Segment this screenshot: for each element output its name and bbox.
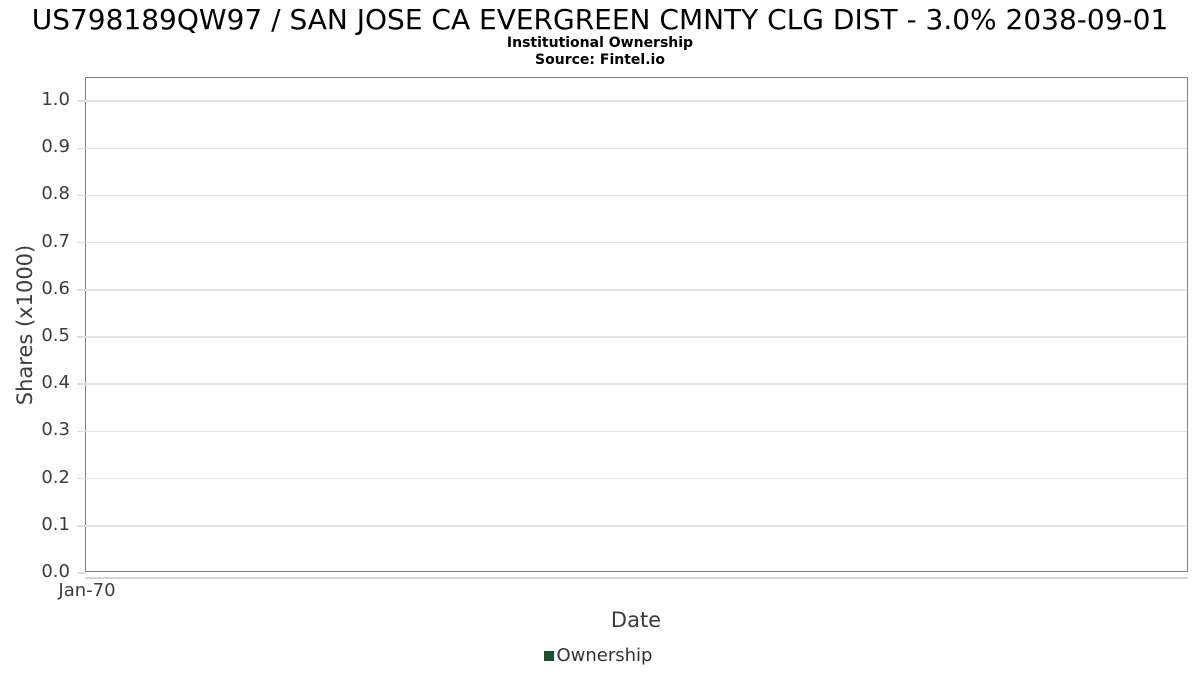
y-tick-mark xyxy=(77,147,86,150)
x-tick-label: Jan-70 xyxy=(58,580,116,601)
gridline xyxy=(86,383,1187,385)
y-tick-mark xyxy=(77,572,86,574)
gridline xyxy=(86,194,1187,197)
y-tick-mark xyxy=(77,525,86,527)
y-tick-mark xyxy=(77,477,86,480)
y-tick-mark xyxy=(77,430,86,433)
y-tick-label: 0.2 xyxy=(41,466,70,488)
y-tick-label: 0.5 xyxy=(41,325,70,347)
y-tick-label: 0.8 xyxy=(41,183,70,205)
chart-subtitle: Institutional Ownership xyxy=(506,35,694,51)
y-tick-label: 1.0 xyxy=(41,89,70,111)
gridline xyxy=(86,241,1187,244)
gridline xyxy=(86,289,1187,291)
gridline xyxy=(86,336,1187,338)
legend-label-ownership: Ownership xyxy=(556,645,653,666)
legend: Ownership xyxy=(0,645,1196,667)
gridline xyxy=(86,430,1187,433)
y-tick-mark xyxy=(77,241,86,244)
gridline xyxy=(86,100,1187,102)
y-tick-label: 0.9 xyxy=(41,136,70,158)
gridline xyxy=(86,147,1187,150)
gridline xyxy=(86,477,1187,480)
chart-source-label: Source: Fintel.io xyxy=(535,52,665,68)
y-tick-mark xyxy=(77,336,86,338)
y-tick-mark xyxy=(77,100,86,102)
y-tick-label: 0.0 xyxy=(41,561,70,582)
y-tick-label: 0.7 xyxy=(41,230,70,252)
y-tick-mark xyxy=(77,289,86,291)
y-tick-label: 0.6 xyxy=(41,277,70,299)
plot-area xyxy=(77,77,1188,574)
y-tick-mark xyxy=(77,383,86,385)
chart-title: US798189QW97 / SAN JOSE CA EVERGREEN CMN… xyxy=(31,3,1169,36)
y-axis-tick-labels: 0.0 0.1 0.2 0.3 0.4 0.5 0.6 0.7 0.8 0.9 1.0 xyxy=(0,77,76,582)
y-tick-label: 0.3 xyxy=(41,419,70,441)
legend-marker-ownership-icon xyxy=(543,651,554,661)
y-tick-mark xyxy=(77,194,86,197)
y-tick-label: 0.1 xyxy=(41,513,70,535)
y-tick-label: 0.4 xyxy=(41,372,70,394)
gridline xyxy=(86,525,1187,527)
x-axis-title: Date xyxy=(610,608,662,632)
x-axis-baseline xyxy=(85,577,1188,579)
